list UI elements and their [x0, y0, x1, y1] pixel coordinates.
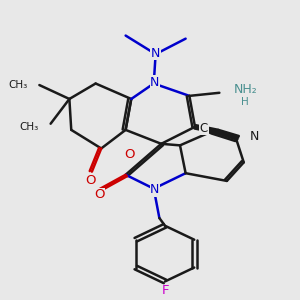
- Text: O: O: [94, 188, 105, 201]
- Text: C: C: [200, 122, 208, 135]
- Text: F: F: [162, 284, 169, 297]
- Text: CH₃: CH₃: [8, 80, 27, 90]
- Text: O: O: [85, 174, 95, 187]
- Text: N: N: [249, 130, 259, 142]
- Text: N: N: [150, 76, 160, 89]
- Text: O: O: [124, 148, 135, 161]
- Text: CH₃: CH₃: [20, 122, 39, 132]
- Text: N: N: [150, 183, 160, 196]
- Text: H: H: [241, 97, 249, 107]
- Text: NH₂: NH₂: [234, 82, 257, 96]
- Text: N: N: [151, 47, 160, 60]
